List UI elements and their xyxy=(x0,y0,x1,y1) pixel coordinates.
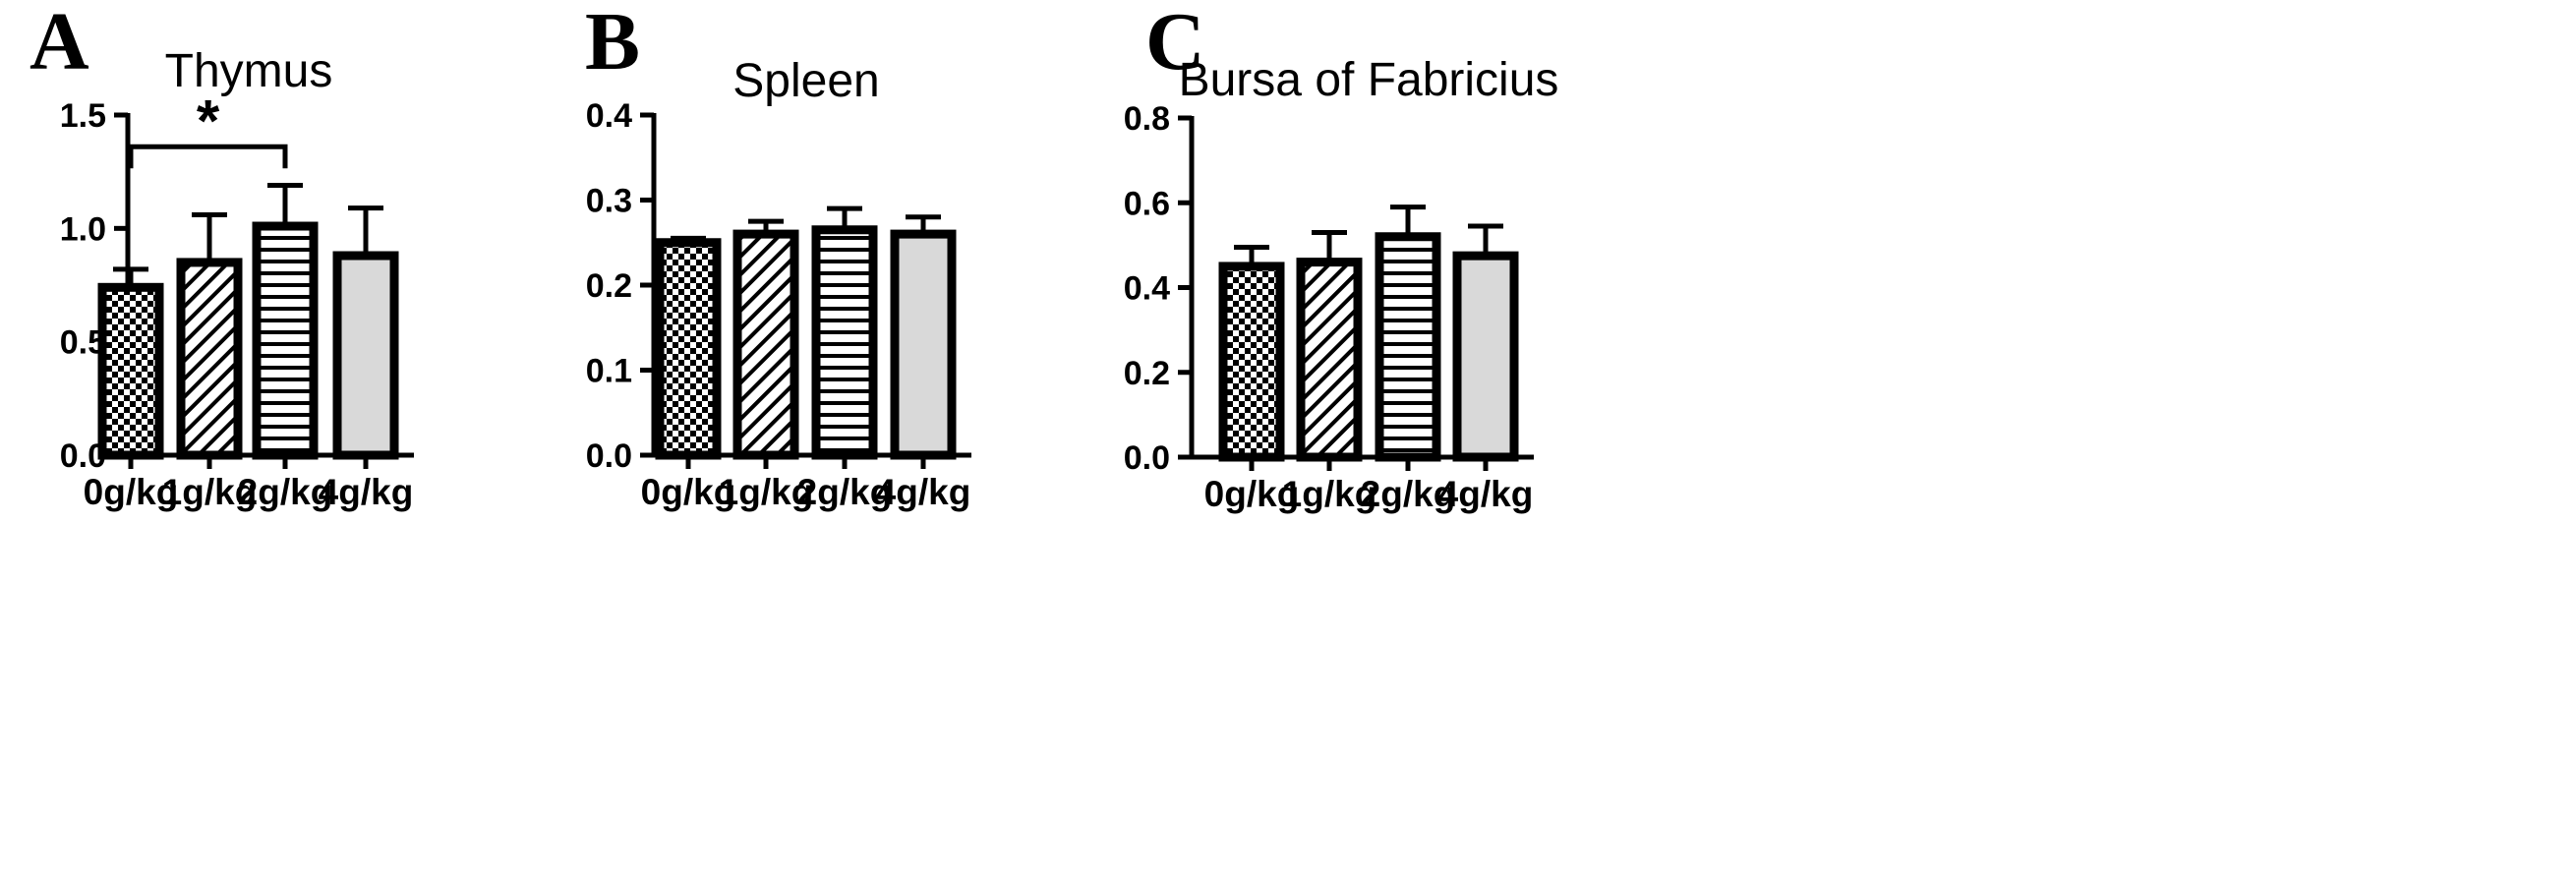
x-tick-label: 1g/kg xyxy=(1282,474,1377,514)
x-tick-label: 1g/kg xyxy=(719,472,814,512)
panel-letter: C xyxy=(1145,0,1205,87)
bar-4g-kg xyxy=(332,251,399,460)
chart-panel-b: B Spleen 0.0 0.1 0.2 0.3 0.4 0g/kg1g/kg2g/kg4g/… xyxy=(585,0,971,512)
x-tick-label: 1g/kg xyxy=(162,472,258,512)
bar-2g-kg xyxy=(811,225,878,460)
x-tick-label: 4g/kg xyxy=(319,472,414,512)
x-tick-label: 0g/kg xyxy=(84,472,179,512)
y-tick-label: 1.5 xyxy=(60,97,106,135)
bar-1g-kg xyxy=(732,229,799,460)
bar-2g-kg xyxy=(1375,232,1441,462)
y-tick-label: 0.1 xyxy=(586,353,632,390)
bar-2g-kg xyxy=(252,221,319,460)
bar-0g-kg xyxy=(97,282,164,460)
bar-4g-kg xyxy=(1452,251,1519,462)
x-tick-label: 0g/kg xyxy=(1204,474,1300,514)
y-tick-label: 1.0 xyxy=(60,210,106,248)
bar-1g-kg xyxy=(1296,258,1363,462)
y-tick-label: 0.4 xyxy=(586,97,632,135)
bar-0g-kg xyxy=(655,238,722,460)
bar-4g-kg xyxy=(890,229,957,460)
panel-letter: A xyxy=(29,0,89,87)
y-tick-label: 0.2 xyxy=(1124,355,1170,392)
y-tick-label: 0.8 xyxy=(1124,100,1170,138)
y-tick-label: 0.0 xyxy=(1124,439,1170,477)
chart-root: A Thymus0.00.51.01.50g/kg1g/kg2g/kg4g/kg*… xyxy=(29,0,1558,514)
chart-title: Thymus xyxy=(165,45,333,97)
y-tick-label: 0.2 xyxy=(586,267,632,305)
x-tick-label: 2g/kg xyxy=(1361,474,1456,514)
y-tick-label: 0.3 xyxy=(586,183,632,220)
x-tick-label: 0g/kg xyxy=(641,472,736,512)
x-tick-label: 2g/kg xyxy=(797,472,893,512)
y-tick-label: 0.6 xyxy=(1124,185,1170,222)
significance-label: * xyxy=(197,87,220,153)
bar-0g-kg xyxy=(1218,262,1285,462)
x-tick-label: 4g/kg xyxy=(876,472,971,512)
panel-letter: B xyxy=(585,0,640,87)
y-tick-label: 0.4 xyxy=(1124,270,1170,308)
x-tick-label: 2g/kg xyxy=(238,472,333,512)
bar-1g-kg xyxy=(176,258,243,460)
chart-title: Spleen xyxy=(732,55,879,107)
x-tick-label: 4g/kg xyxy=(1438,474,1534,514)
significance-bracket xyxy=(128,144,288,169)
chart-title: Bursa of Fabricius xyxy=(1179,54,1559,106)
y-tick-label: 0.0 xyxy=(586,437,632,475)
